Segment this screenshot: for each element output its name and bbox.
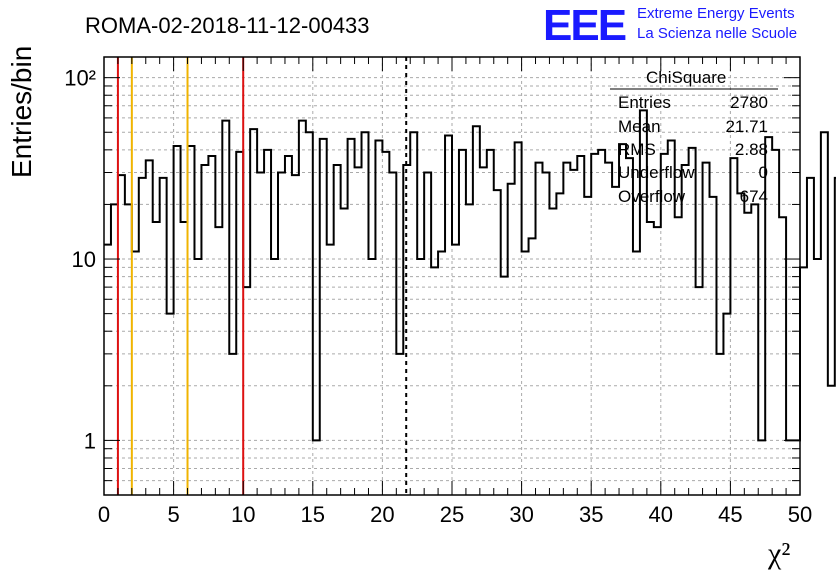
x-tick-label: 15	[301, 502, 325, 527]
x-axis-label: χ²	[767, 537, 790, 570]
stats-value: 21.71	[725, 117, 768, 136]
y-axis-label: Entries/bin	[6, 46, 37, 178]
stats-header: ChiSquare	[646, 68, 726, 87]
x-tick-label: 40	[649, 502, 673, 527]
logo-line-2: La Scienza nelle Scuole	[637, 25, 797, 42]
x-tick-label: 30	[509, 502, 533, 527]
logo-mark: EEE	[543, 1, 626, 50]
axes-ticks: 0 5 10 15 20 25 30 35 40 45 50 1 10 10²	[64, 57, 812, 527]
x-tick-label: 35	[579, 502, 603, 527]
histogram-steps	[104, 109, 836, 442]
stats-box: ChiSquare Entries 2780 Mean 21.71 RMS 2.…	[610, 68, 778, 206]
x-tick-label: 0	[98, 502, 110, 527]
y-tick-label: 10	[72, 247, 96, 272]
reference-lines	[116, 57, 408, 495]
stats-value: 2.88	[735, 140, 768, 159]
stats-label: Underflow	[618, 163, 695, 182]
x-tick-label: 25	[440, 502, 464, 527]
stats-value: 674	[740, 187, 768, 206]
plot-frame	[103, 56, 801, 496]
stats-label: RMS	[618, 140, 656, 159]
stats-label: Overflow	[618, 187, 686, 206]
stats-value: 2780	[730, 93, 768, 112]
x-tick-label: 20	[370, 502, 394, 527]
stats-label: Entries	[618, 93, 671, 112]
stats-label: Mean	[618, 117, 661, 136]
x-tick-label: 50	[788, 502, 812, 527]
chart-title: ROMA-02-2018-11-12-00433	[85, 13, 370, 38]
grid	[104, 57, 800, 496]
y-tick-label: 1	[84, 428, 96, 453]
eee-logo: EEE Extreme Energy Events La Scienza nel…	[543, 1, 797, 50]
x-tick-label: 10	[231, 502, 255, 527]
y-tick-label: 10²	[64, 66, 96, 91]
x-tick-label: 45	[718, 502, 742, 527]
histogram	[104, 109, 836, 442]
stats-value: 0	[759, 163, 768, 182]
x-tick-label: 5	[167, 502, 179, 527]
logo-line-1: Extreme Energy Events	[637, 5, 795, 22]
